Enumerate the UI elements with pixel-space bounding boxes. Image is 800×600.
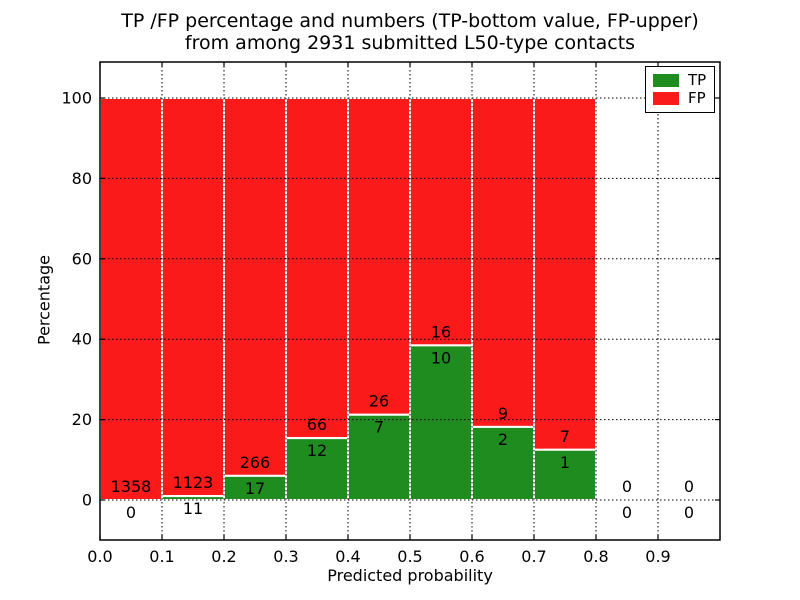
- x-tick-label: 0.8: [583, 547, 608, 566]
- y-tick-label: 40: [72, 330, 92, 349]
- x-tick-label: 0.4: [335, 547, 360, 566]
- tp-bar-segment: [409, 344, 473, 501]
- fp-bar-segment: [409, 97, 473, 347]
- x-tick-label: 0.3: [273, 547, 298, 566]
- fp-bar-segment: [347, 97, 411, 416]
- fp-bar-segment: [161, 97, 225, 498]
- y-tick-label: 60: [72, 249, 92, 268]
- fp-count-label: 9: [498, 404, 508, 423]
- fp-count-label: 0: [622, 477, 632, 496]
- fp-count-label: 66: [307, 415, 327, 434]
- fp-bar-segment: [471, 97, 535, 428]
- fp-count-label: 1358: [111, 477, 152, 496]
- chart-title: TP /FP percentage and numbers (TP-bottom…: [100, 10, 720, 54]
- x-tick-label: 0.0: [87, 547, 112, 566]
- y-tick-label: 0: [82, 491, 92, 510]
- tp-bar-segment: [285, 437, 349, 501]
- x-tick-label: 0.7: [521, 547, 546, 566]
- legend-item-tp: TP: [653, 73, 714, 88]
- legend-label-fp: FP: [688, 89, 706, 107]
- legend: TP FP: [645, 66, 715, 113]
- fp-count-label: 26: [369, 392, 389, 411]
- x-axis-label: Predicted probability: [327, 566, 493, 585]
- x-tick-label: 0.9: [645, 547, 670, 566]
- tp-swatch-icon: [653, 74, 679, 87]
- x-tick-label: 0.6: [459, 547, 484, 566]
- y-tick-label: 100: [61, 89, 92, 108]
- legend-item-fp: FP: [653, 91, 714, 106]
- tp-count-label: 2: [498, 430, 508, 449]
- x-tick-label: 0.5: [397, 547, 422, 566]
- tp-bar-segment: [471, 425, 535, 501]
- tp-count-label: 1: [560, 453, 570, 472]
- legend-label-tp: TP: [688, 71, 707, 89]
- chart-title-line1: TP /FP percentage and numbers (TP-bottom…: [121, 10, 699, 32]
- fp-bar-segment: [533, 97, 597, 451]
- fp-count-label: 16: [431, 322, 451, 341]
- fp-swatch-icon: [653, 92, 679, 105]
- x-tick-label: 0.2: [211, 547, 236, 566]
- x-tick-label: 0.1: [149, 547, 174, 566]
- tp-count-label: 0: [684, 503, 694, 522]
- tp-count-label: 12: [307, 441, 327, 460]
- tp-count-label: 7: [374, 418, 384, 437]
- fp-bar-segment: [99, 97, 163, 501]
- y-tick-label: 20: [72, 410, 92, 429]
- fp-count-label: 7: [560, 427, 570, 446]
- tp-count-label: 0: [622, 503, 632, 522]
- y-tick-label: 80: [72, 169, 92, 188]
- fp-count-label: 1123: [173, 473, 214, 492]
- fp-count-label: 0: [684, 477, 694, 496]
- tp-count-label: 10: [431, 348, 451, 367]
- tp-count-label: 0: [126, 503, 136, 522]
- tp-count-label: 17: [245, 479, 265, 498]
- tp-bar-segment: [347, 413, 411, 501]
- fp-count-label: 266: [240, 453, 271, 472]
- chart-title-line2: from among 2931 submitted L50-type conta…: [184, 32, 636, 54]
- tp-count-label: 11: [183, 499, 203, 518]
- y-axis-label: Percentage: [34, 254, 54, 346]
- fp-bar-segment: [285, 97, 349, 440]
